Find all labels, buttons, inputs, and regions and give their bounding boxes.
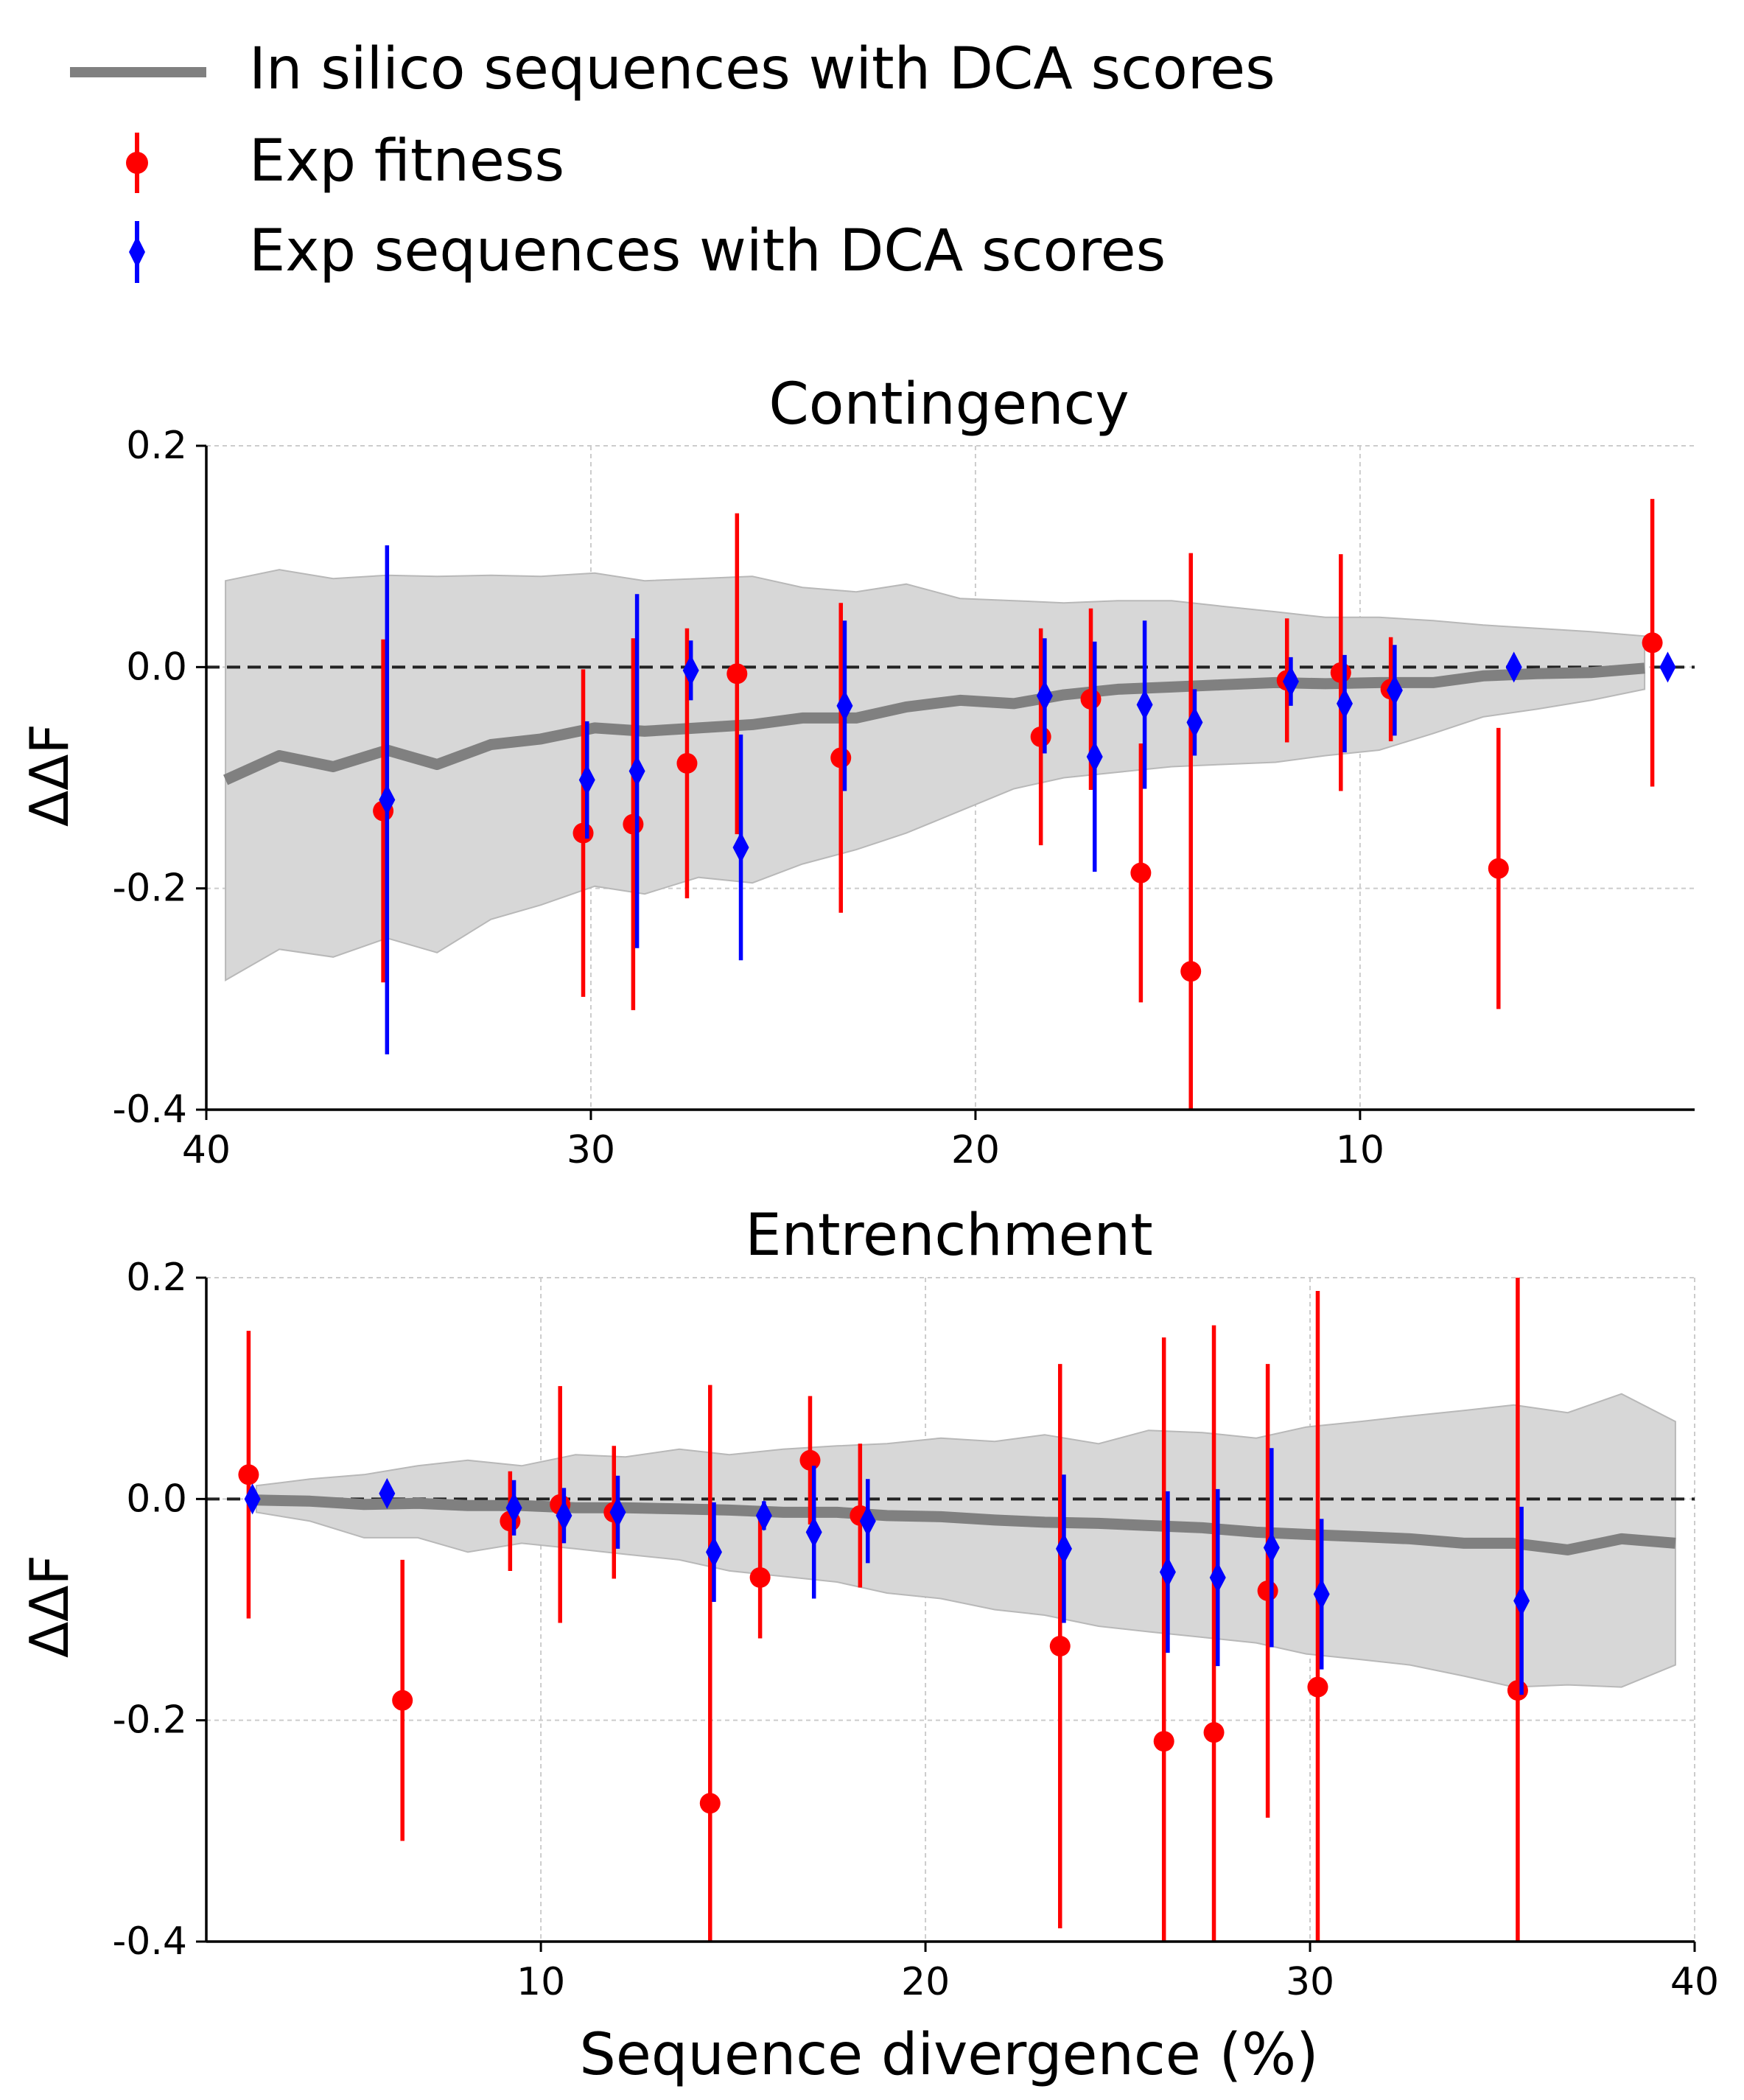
legend-diamond-marker [129,236,145,268]
legend: In silico sequences with DCA scores Exp … [70,36,1275,284]
fitness-point [1153,1731,1174,1752]
dca-point [1659,651,1676,683]
dca-point [1513,1585,1530,1617]
fitness-point [238,1464,259,1485]
contingency-title: Contingency [768,371,1129,438]
dca-point [805,1516,822,1548]
dca-point [836,690,853,721]
dca-point [1313,1578,1330,1610]
y-tick-label: 0.0 [126,645,187,689]
y-tick-label: -0.4 [113,1919,187,1964]
in-silico-mean-line [256,1494,1676,1555]
fitness-point [623,813,644,835]
fitness-point [1257,1580,1278,1601]
dca-point [244,1483,261,1515]
dca-point [578,764,595,796]
legend-label-exp-fitness: Exp fitness [249,128,564,195]
in-silico-mean-line [223,662,1645,785]
dca-point [1209,1561,1226,1593]
fitness-point [799,1449,821,1471]
x-tick-label: 30 [1286,1960,1334,2004]
y-tick-label: 0.0 [126,1477,187,1521]
fitness-point [1180,961,1202,982]
fitness-point [749,1567,771,1588]
fitness-point [1130,862,1152,883]
x-tick-label: 20 [901,1960,950,2004]
x-tick-label: 40 [182,1128,231,1172]
y-tick-label: 0.2 [126,1256,187,1300]
dca-point [1055,1533,1072,1564]
fitness-point [1030,726,1051,747]
y-tick-label: -0.4 [113,1088,187,1132]
dca-point [379,784,396,816]
dca-point [1337,687,1353,719]
dca-point [609,1497,626,1528]
contingency-plot-area: -0.4 -0.2 0.0 0.2 40 30 20 10 [113,424,1695,1172]
fitness-point [1203,1722,1225,1743]
entrenchment-y-label: ΔΔF [18,1555,80,1658]
x-axis-label: Sequence divergence (%) [579,2022,1318,2088]
fitness-point [392,1690,413,1711]
x-tick-label: 30 [567,1128,615,1172]
legend-label-exp-sequences: Exp sequences with DCA scores [249,218,1166,284]
contingency-panel: Contingency ΔΔF -0.4 -0.2 0.0 0.2 40 30 20 10 [18,371,1695,1172]
dca-point [1505,651,1522,683]
dca-point [859,1505,876,1537]
fitness-point [726,663,748,685]
x-tick-label: 10 [516,1960,565,2004]
dca-point [1263,1532,1280,1564]
fitness-point [572,822,594,844]
fitness-point [1507,1680,1528,1701]
fitness-point [1330,662,1351,683]
fitness-point [830,747,852,769]
dca-point [1186,707,1203,738]
fitness-point [1307,1676,1328,1698]
fitness-point [1642,632,1663,654]
dca-point [1386,674,1403,706]
entrenchment-title: Entrenchment [745,1203,1152,1269]
dca-point [732,832,749,864]
y-tick-label: -0.2 [113,867,187,911]
dca-point [755,1499,772,1531]
x-tick-label: 10 [1336,1128,1384,1172]
fitness-point [1080,688,1102,710]
entrenchment-panel: Entrenchment ΔΔF Sequence divergence (%)… [18,1203,1719,2088]
dca-point [1086,741,1103,772]
confidence-band [225,569,1646,982]
legend-label-in-silico: In silico sequences with DCA scores [249,36,1275,102]
y-tick-label: 0.2 [126,424,187,468]
dca-point [379,1477,396,1509]
dca-point [505,1492,522,1524]
dca-point [1282,665,1299,697]
dca-point [556,1499,572,1531]
dca-point [682,654,699,686]
dca-point [1036,680,1053,712]
fitness-point [676,752,698,774]
contingency-y-label: ΔΔF [18,724,80,827]
fitness-point [1049,1636,1071,1657]
fitness-point [699,1793,721,1814]
x-tick-label: 20 [951,1128,1000,1172]
dca-point [628,755,645,787]
dca-point [1159,1556,1176,1588]
dca-point [705,1536,722,1568]
dca-point [1136,689,1153,721]
entrenchment-plot-area: -0.4 -0.2 0.0 0.2 10 20 30 40 [113,1256,1720,2004]
fitness-point [1488,858,1509,879]
x-tick-label: 40 [1670,1960,1719,2004]
legend-circle-marker [126,152,148,174]
y-tick-label: -0.2 [113,1698,187,1743]
